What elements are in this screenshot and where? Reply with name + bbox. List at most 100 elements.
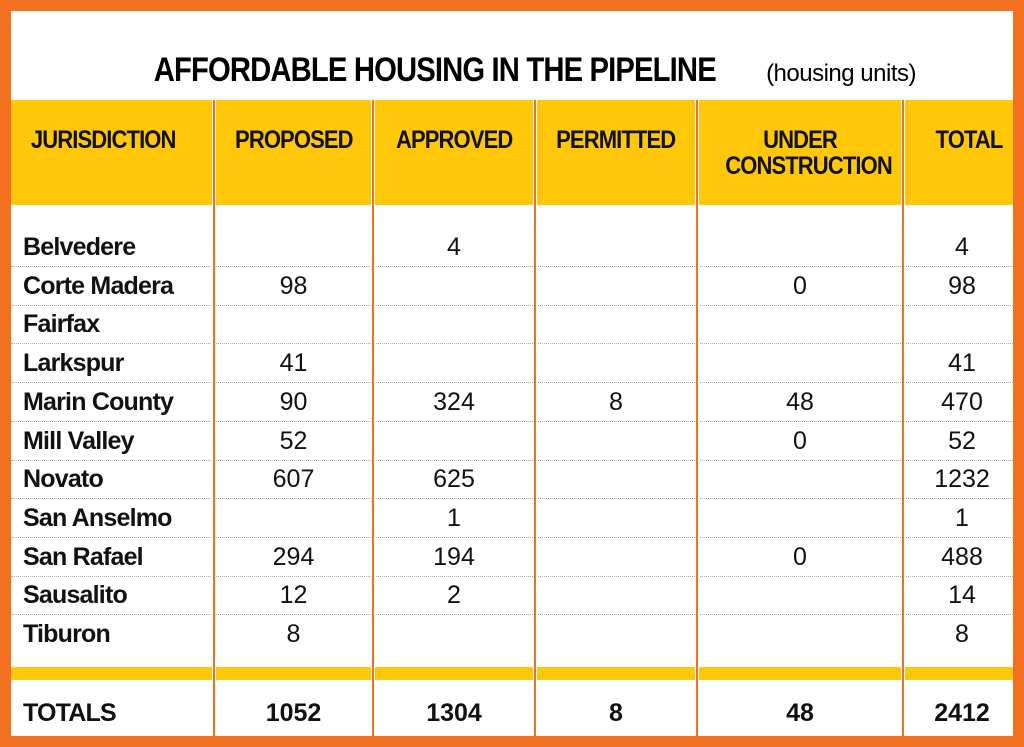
cell-under-construction — [697, 499, 903, 537]
cell-proposed: 294 — [272, 542, 315, 571]
column-header-approved: APPROVED — [373, 100, 535, 205]
cell-total: 52 — [948, 426, 976, 455]
jurisdiction-name: San Rafael — [23, 542, 144, 571]
column-divider — [212, 100, 216, 736]
infographic-panel: AFFORDABLE HOUSING IN THE PIPELINE (hous… — [11, 11, 1013, 736]
cell-approved: 324 — [433, 387, 475, 416]
total-total: 2412 — [934, 699, 990, 727]
cell-approved: 4 — [447, 233, 461, 261]
cell-permitted — [535, 267, 697, 305]
cell-total: 4 — [955, 233, 969, 261]
jurisdiction-name: Tiburon — [23, 620, 111, 648]
column-header-label: JURISDICTION — [30, 126, 177, 154]
column-header-label: TOTAL — [935, 126, 1004, 154]
cell-under-construction — [697, 344, 903, 382]
cell-under-construction — [697, 228, 903, 266]
row-separator — [11, 498, 1013, 500]
cell-proposed: 90 — [279, 387, 308, 416]
cell-proposed — [214, 305, 373, 343]
column-divider — [371, 100, 375, 736]
cell-approved: 2 — [447, 581, 461, 610]
cell-under-construction: 0 — [793, 542, 807, 571]
column-divider — [901, 100, 905, 736]
cell-under-construction: 0 — [793, 426, 807, 455]
total-under-construction: 48 — [786, 699, 814, 727]
total-proposed: 1052 — [265, 699, 322, 727]
column-divider — [533, 100, 537, 736]
cell-approved: 1 — [447, 503, 461, 532]
cell-approved — [373, 422, 535, 460]
cell-total: 41 — [948, 349, 976, 378]
row-separator — [11, 266, 1013, 267]
total-permitted: 8 — [609, 699, 623, 727]
title-main: AFFORDABLE HOUSING IN THE PIPELINE — [153, 51, 717, 89]
row-separator — [11, 575, 1013, 577]
cell-permitted — [535, 305, 697, 343]
cell-under-construction — [697, 615, 903, 653]
row-separator — [11, 343, 1013, 345]
cell-approved: 625 — [433, 465, 475, 494]
jurisdiction-name: Belvedere — [23, 233, 136, 261]
cell-proposed: 12 — [279, 581, 308, 610]
cell-approved — [373, 267, 535, 305]
cell-total: 488 — [941, 542, 983, 571]
cell-approved: 194 — [433, 542, 475, 571]
jurisdiction-name: Marin County — [23, 387, 174, 416]
cell-proposed — [214, 499, 373, 537]
column-header-jurisdiction: JURISDICTION — [11, 100, 214, 205]
cell-permitted — [535, 344, 697, 382]
row-separator — [11, 382, 1013, 384]
cell-total: 1 — [955, 503, 969, 532]
column-header-label: UNDER CONSTRUCTION — [725, 126, 893, 180]
cell-proposed: 41 — [279, 349, 308, 378]
row-separator — [11, 420, 1013, 422]
column-header-label: APPROVED — [395, 126, 513, 154]
column-header-label: PERMITTED — [556, 126, 676, 154]
cell-proposed: 8 — [286, 620, 301, 648]
column-header-label: PROPOSED — [234, 126, 354, 154]
row-separator — [11, 536, 1013, 538]
cell-total — [907, 305, 1017, 343]
cell-under-construction: 0 — [793, 271, 807, 300]
header-row — [11, 100, 1013, 205]
jurisdiction-name: San Anselmo — [23, 503, 172, 532]
cell-permitted: 8 — [609, 387, 623, 416]
cell-under-construction — [697, 305, 903, 343]
column-header-total: TOTAL — [903, 100, 1013, 205]
total-approved: 1304 — [426, 699, 482, 727]
cell-permitted — [535, 615, 697, 653]
totals-divider-band — [11, 667, 1013, 680]
jurisdiction-name: Fairfax — [23, 310, 100, 339]
jurisdiction-name: Larkspur — [23, 349, 124, 378]
jurisdiction-name: Corte Madera — [23, 271, 174, 300]
cell-permitted — [535, 576, 697, 614]
cell-total: 14 — [948, 581, 976, 610]
cell-total: 1232 — [934, 465, 990, 494]
cell-permitted — [535, 460, 697, 498]
row-separator — [11, 304, 1013, 306]
jurisdiction-name: Sausalito — [23, 581, 128, 610]
cell-proposed: 98 — [279, 271, 308, 300]
cell-approved — [373, 344, 535, 382]
column-header-under-construction: UNDER CONSTRUCTION — [697, 100, 903, 205]
cell-permitted — [535, 499, 697, 537]
column-header-permitted: PERMITTED — [535, 100, 697, 205]
column-header-proposed: PROPOSED — [214, 100, 373, 205]
cell-total: 470 — [941, 387, 983, 416]
cell-permitted — [535, 422, 697, 460]
title: AFFORDABLE HOUSING IN THE PIPELINE (hous… — [11, 51, 1013, 90]
cell-permitted — [535, 538, 697, 576]
jurisdiction-name: Mill Valley — [23, 426, 135, 455]
cell-approved — [373, 305, 535, 343]
cell-proposed: 52 — [279, 426, 308, 455]
totals-label: TOTALS — [23, 699, 117, 727]
title-units: (housing units) — [766, 60, 916, 87]
cell-total: 8 — [955, 620, 969, 648]
cell-under-construction: 48 — [786, 387, 814, 416]
cell-approved — [373, 615, 535, 653]
jurisdiction-name: Novato — [23, 465, 104, 494]
cell-proposed: 607 — [272, 465, 315, 494]
cell-proposed — [214, 228, 373, 266]
cell-permitted — [535, 228, 697, 266]
row-separator — [11, 614, 1013, 616]
